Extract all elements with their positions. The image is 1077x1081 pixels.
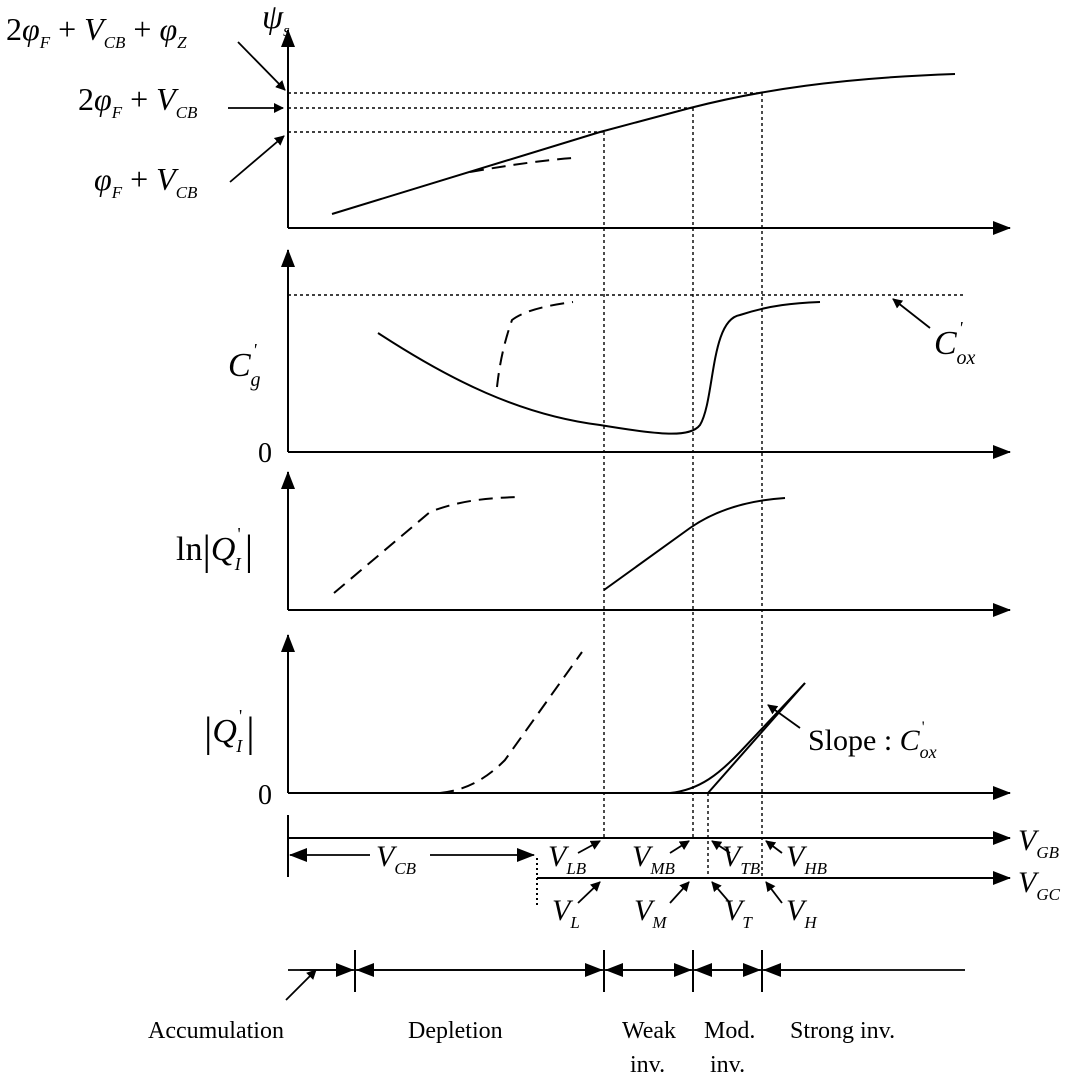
zero-label-qi: 0 — [258, 780, 272, 811]
region-mod-line1: Mod. — [704, 1018, 755, 1044]
vtb-pointer — [711, 840, 731, 854]
region-accumulation: Accumulation — [148, 1018, 284, 1044]
cox-pointer — [892, 298, 931, 329]
psi-s-dashed-curve — [469, 157, 574, 173]
vl-pointer — [577, 881, 601, 904]
accumulation-pointer — [285, 969, 317, 1001]
vgb-label: VGB — [1018, 824, 1060, 862]
ln-qi-dashed-curve — [333, 496, 518, 594]
ln-qi-label: ln|Q ' I| — [176, 524, 253, 574]
cox-label: C ' ox — [934, 318, 976, 369]
qi-slope-line — [707, 682, 806, 794]
cg-dashed-curve — [496, 301, 574, 388]
top3-pointer — [229, 135, 285, 183]
vm-pointer — [669, 881, 690, 904]
qi-label: |Q ' I| — [204, 706, 255, 756]
qi-curve — [669, 682, 806, 794]
region-strong: Strong inv. — [790, 1018, 895, 1044]
psi-label: ψs — [262, 0, 290, 40]
cg-label: C ' g — [228, 340, 261, 391]
vm-label: VM — [634, 894, 667, 932]
ln-qi-curve — [603, 497, 786, 591]
vlb-label: VLB — [548, 840, 587, 878]
vh-label: VH — [786, 894, 818, 932]
vcb-label: VCB — [376, 840, 417, 878]
qi-dashed-curve — [439, 651, 583, 794]
vt-label: VT — [724, 894, 753, 932]
region-weak-line2: inv. — [630, 1052, 665, 1078]
vh-pointer — [765, 881, 783, 904]
slope-label: Slope : C ' ox — [808, 719, 937, 762]
vmb-pointer — [669, 840, 690, 854]
region-weak-line1: Weak — [622, 1018, 676, 1044]
slope-pointer — [767, 704, 801, 729]
vtb-label: VTB — [722, 840, 761, 878]
vgc-label: VGC — [1018, 866, 1061, 904]
label-2phif-vcb-phiz: 2φF + VCB + φZ — [6, 11, 187, 52]
vhb-pointer — [765, 840, 783, 854]
region-mod-line2: inv. — [710, 1052, 745, 1078]
vlb-pointer — [577, 840, 601, 854]
label-2phif-vcb: 2φF + VCB — [78, 81, 198, 122]
zero-label-cg: 0 — [258, 438, 272, 469]
vl-label: VL — [552, 894, 580, 932]
psi-s-curve — [331, 73, 956, 215]
vt-pointer — [711, 881, 731, 904]
top1-pointer — [237, 41, 286, 91]
cg-curve — [377, 301, 821, 435]
label-phif-vcb: φF + VCB — [94, 161, 198, 202]
vhb-label: VHB — [786, 840, 828, 878]
vmb-label: VMB — [632, 840, 675, 878]
region-depletion: Depletion — [408, 1018, 503, 1044]
